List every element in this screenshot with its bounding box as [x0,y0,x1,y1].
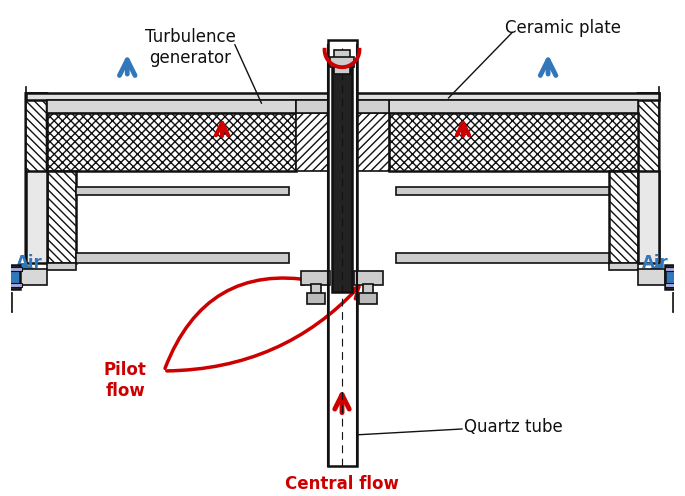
Text: Ceramic plate: Ceramic plate [505,19,621,37]
Bar [363,284,373,301]
Bar [389,100,638,113]
Bar [330,58,353,67]
Bar [360,293,377,304]
Polygon shape [638,93,660,262]
Bar [47,100,296,113]
Bar [609,262,638,270]
Bar [638,269,665,285]
Bar [396,253,609,262]
Bar [353,271,383,285]
Bar [296,113,330,171]
Bar [665,265,685,289]
Bar [47,113,296,171]
Bar [638,171,660,262]
Bar [0,265,20,289]
Bar [389,113,638,171]
Bar [665,283,685,287]
Bar [0,283,22,287]
Bar [0,267,22,271]
Bar [307,293,325,304]
Text: Central flow: Central flow [285,476,399,494]
Bar [334,50,350,74]
Text: Air: Air [643,253,669,272]
Bar [296,100,389,113]
Polygon shape [25,93,47,262]
Bar [327,40,356,466]
Bar [301,271,330,285]
Bar [76,253,289,262]
Bar [4,293,12,312]
Bar [47,171,76,262]
Bar [665,267,685,271]
Bar [355,113,389,171]
Bar [76,187,289,195]
Bar [47,262,76,270]
Bar [332,64,351,292]
Bar [396,187,609,195]
Text: Quartz tube: Quartz tube [464,418,562,436]
Bar [673,293,681,312]
Bar [609,171,638,262]
Text: Pilot
flow: Pilot flow [104,361,147,400]
Bar [311,284,321,301]
Bar [25,93,660,100]
Text: Air: Air [16,253,42,272]
Bar [20,269,47,285]
Bar [25,171,47,262]
Text: Turbulence
generator: Turbulence generator [145,28,236,67]
